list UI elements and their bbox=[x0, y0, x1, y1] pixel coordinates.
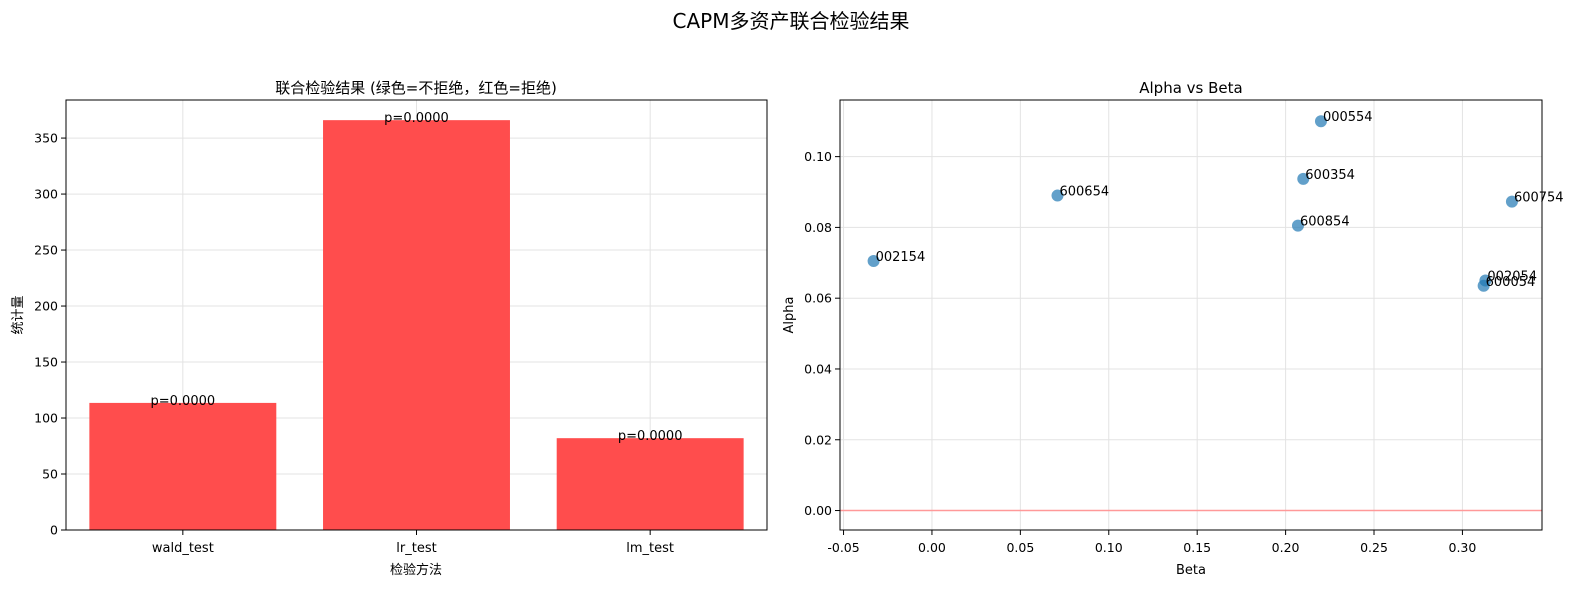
scatter-chart-x-tick-label: 0.10 bbox=[1095, 540, 1123, 555]
scatter-chart-y-tick-label: 0.08 bbox=[804, 220, 832, 235]
scatter-chart-x-tick-label: 0.15 bbox=[1183, 540, 1211, 555]
bar-chart-title: 联合检验结果 (绿色=不拒绝，红色=拒绝) bbox=[275, 79, 557, 97]
bar-chart-y-tick-label: 150 bbox=[34, 355, 58, 370]
bar-chart-x-axis-label: 检验方法 bbox=[390, 562, 442, 578]
bar-chart-x-tick-label: wald_test bbox=[152, 541, 214, 556]
scatter-point-label: 002154 bbox=[876, 250, 926, 265]
scatter-point-label: 600654 bbox=[1059, 185, 1109, 200]
scatter-point bbox=[867, 255, 880, 268]
bar-chart-panel: 联合检验结果 (绿色=不拒绝，红色=拒绝) p=0.0000p=0.0000p=… bbox=[11, 79, 768, 578]
bar-chart-y-tick-label: 250 bbox=[34, 243, 58, 258]
scatter-chart-y-tick-label: 0.04 bbox=[804, 361, 832, 376]
bar-chart-y-tick-label: 0 bbox=[50, 523, 58, 538]
scatter-chart-y-tick-label: 0.00 bbox=[804, 503, 832, 518]
bar-chart-bars bbox=[89, 120, 744, 530]
scatter-point-label: 600854 bbox=[1300, 215, 1350, 230]
bar-value-label: p=0.0000 bbox=[384, 111, 449, 126]
scatter-chart-point-labels: 000554 600654 600354 600754 600854 002154 0020… bbox=[876, 110, 1564, 290]
scatter-chart-points bbox=[867, 115, 1518, 292]
scatter-chart-y-axis-label: Alpha bbox=[782, 297, 797, 334]
scatter-point-label: 600754 bbox=[1514, 191, 1564, 206]
bar-chart-y-axis-label: 统计量 bbox=[11, 295, 26, 334]
scatter-chart-x-axis-label: Beta bbox=[1176, 563, 1206, 578]
scatter-point bbox=[1477, 279, 1490, 292]
bar-chart-y-tick-label: 50 bbox=[42, 467, 58, 482]
bar bbox=[89, 402, 277, 530]
scatter-chart-y-tick-label: 0.06 bbox=[804, 291, 832, 306]
bar bbox=[556, 438, 744, 530]
scatter-chart-x-tick-label: 0.30 bbox=[1449, 540, 1477, 555]
scatter-chart-x-tick-label: -0.05 bbox=[827, 540, 859, 555]
scatter-chart-grid bbox=[840, 100, 1542, 530]
scatter-chart-x-tick-label: 0.25 bbox=[1360, 540, 1388, 555]
scatter-point-label: 600354 bbox=[1305, 168, 1355, 183]
bar-chart-value-labels: p=0.0000 p=0.0000 p=0.0000 bbox=[151, 111, 683, 444]
bar-value-label: p=0.0000 bbox=[151, 394, 216, 409]
scatter-chart-y-tick-label: 0.10 bbox=[804, 149, 832, 164]
scatter-chart-y-tick-label: 0.02 bbox=[804, 432, 832, 447]
scatter-chart-x-tick-label: 0.05 bbox=[1006, 540, 1034, 555]
bar-chart-y-tick-label: 300 bbox=[34, 187, 58, 202]
scatter-point-label: 600054 bbox=[1486, 275, 1536, 290]
scatter-point bbox=[1051, 189, 1064, 202]
figure-title: CAPM多资产联合检验结果 bbox=[673, 9, 910, 33]
bar-chart-x-tick-label: lm_test bbox=[626, 541, 674, 556]
bar-chart-axes: 0 50 100 150 200 250 300 350 wald_test lr_test lm_… bbox=[34, 99, 768, 556]
scatter-chart-x-tick-label: 0.20 bbox=[1272, 540, 1300, 555]
scatter-chart-panel: Alpha vs Beta 000554 600654 600354 600754 60… bbox=[782, 79, 1564, 578]
bar-chart-y-tick-label: 100 bbox=[34, 411, 58, 426]
scatter-point bbox=[1291, 219, 1304, 232]
scatter-point bbox=[1505, 195, 1518, 208]
scatter-point bbox=[1297, 172, 1310, 185]
scatter-point-label: 000554 bbox=[1323, 110, 1373, 125]
scatter-chart-x-tick-label: 0.00 bbox=[918, 540, 946, 555]
scatter-chart-title: Alpha vs Beta bbox=[1139, 79, 1242, 97]
scatter-point-label: 002054 bbox=[1487, 269, 1537, 284]
bar-chart-y-tick-label: 350 bbox=[34, 131, 58, 146]
scatter-chart-frame bbox=[839, 99, 1543, 531]
scatter-chart-axes: 0.00 0.02 0.04 0.06 0.08 0.10 -0.05 0.00 0.05 0.1… bbox=[804, 99, 1543, 555]
scatter-point bbox=[1314, 115, 1327, 128]
bar-value-label: p=0.0000 bbox=[618, 429, 683, 444]
bar bbox=[323, 120, 510, 530]
bar-chart-x-tick-label: lr_test bbox=[396, 541, 436, 556]
bar-chart-y-tick-label: 200 bbox=[34, 299, 58, 314]
